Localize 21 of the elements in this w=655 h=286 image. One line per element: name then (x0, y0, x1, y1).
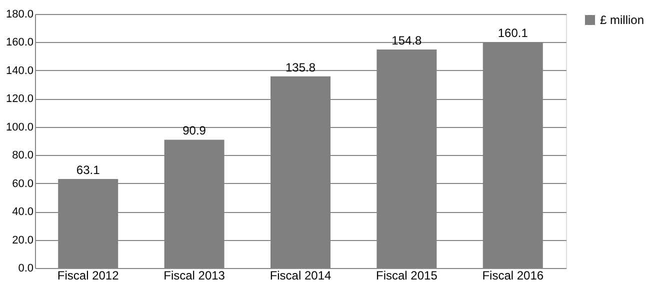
data-label: 90.9 (182, 124, 206, 138)
legend-label: £ million (600, 13, 644, 27)
y-tick-label: 20.0 (12, 234, 34, 246)
y-tick-label: 160.0 (6, 36, 34, 49)
x-tick-label: Fiscal 2015 (376, 268, 438, 282)
data-label: 63.1 (76, 162, 100, 177)
y-tick-label: 40.0 (12, 206, 34, 218)
y-tick-label: 140.0 (6, 64, 34, 77)
x-tick-label: Fiscal 2016 (482, 268, 544, 282)
y-tick-label: 0.0 (18, 262, 34, 274)
data-label: 160.1 (498, 26, 528, 40)
x-tick-label: Fiscal 2012 (57, 268, 120, 282)
y-tick-label: 180.0 (6, 8, 34, 20)
y-tick-label: 120.0 (6, 93, 34, 106)
data-label: 135.8 (285, 60, 316, 74)
y-tick-label: 100.0 (6, 121, 34, 134)
x-tick-label: Fiscal 2014 (270, 268, 332, 282)
data-label: 154.8 (392, 34, 422, 48)
y-tick-label: 60.0 (12, 178, 34, 190)
x-tick-label: Fiscal 2013 (164, 268, 226, 282)
y-tick-label: 80.0 (12, 150, 34, 162)
